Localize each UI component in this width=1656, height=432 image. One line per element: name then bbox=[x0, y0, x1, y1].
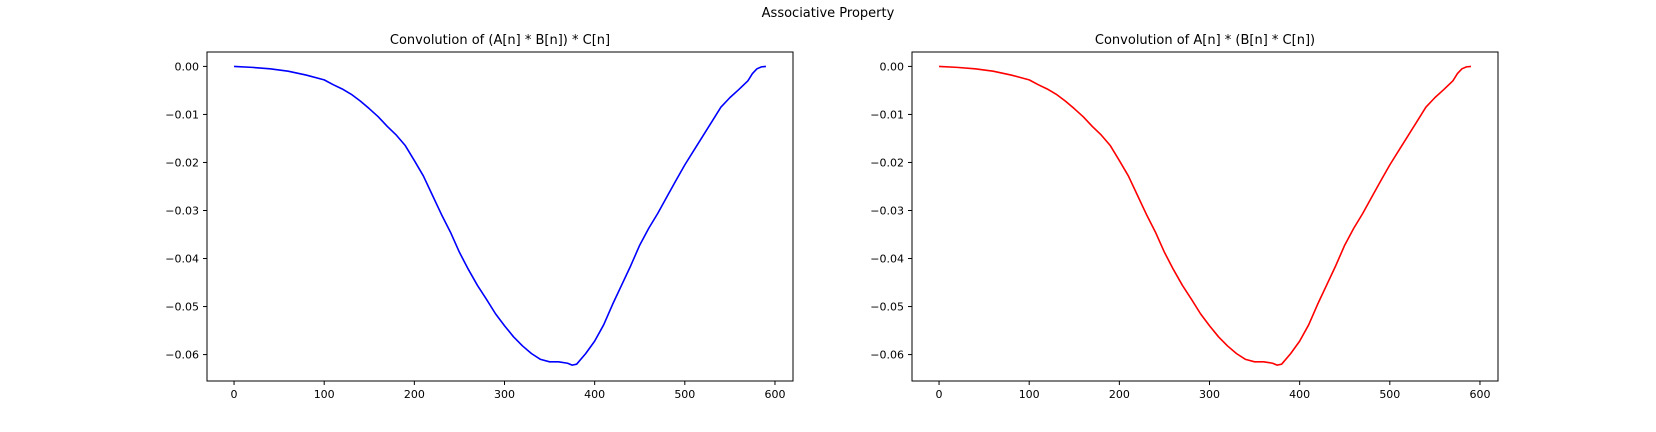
axes-frame bbox=[911, 51, 1499, 382]
series-line bbox=[939, 65, 1472, 366]
figure-suptitle: Associative Property bbox=[761, 6, 895, 21]
x-tick-label: 600 bbox=[764, 388, 785, 401]
y-tick-label: −0.03 bbox=[870, 204, 904, 217]
series-line bbox=[234, 65, 767, 366]
x-tick-label: 300 bbox=[494, 388, 515, 401]
x-tick-label: 400 bbox=[1289, 388, 1310, 401]
y-tick-label: −0.04 bbox=[165, 253, 199, 266]
y-tick-label: −0.04 bbox=[870, 253, 904, 266]
chart-title: Convolution of A[n] * (B[n] * C[n]) bbox=[1095, 33, 1315, 48]
y-tick-label: −0.02 bbox=[870, 156, 904, 169]
y-tick-label: −0.03 bbox=[165, 204, 199, 217]
x-tick-label: 100 bbox=[314, 388, 335, 401]
y-tick-label: −0.01 bbox=[870, 108, 904, 121]
y-tick-label: −0.05 bbox=[165, 301, 199, 314]
x-tick-label: 200 bbox=[1109, 388, 1130, 401]
y-tick-label: −0.06 bbox=[870, 349, 904, 362]
chart-left: Convolution of (A[n] * B[n]) * C[n] 0 100 2… bbox=[165, 33, 794, 401]
chart-right: Convolution of A[n] * (B[n] * C[n]) 0 100 2… bbox=[870, 33, 1499, 401]
x-tick-label: 300 bbox=[1199, 388, 1220, 401]
axes-frame bbox=[206, 51, 794, 382]
x-tick-label: 400 bbox=[584, 388, 605, 401]
y-tick-label: −0.01 bbox=[165, 108, 199, 121]
x-tick-label: 500 bbox=[1379, 388, 1400, 401]
x-tick-label: 600 bbox=[1469, 388, 1490, 401]
y-tick-label: 0.00 bbox=[880, 60, 905, 73]
y-tick-label: −0.05 bbox=[870, 301, 904, 314]
x-tick-label: 500 bbox=[674, 388, 695, 401]
y-tick-label: 0.00 bbox=[175, 60, 200, 73]
x-tick-label: 0 bbox=[231, 388, 238, 401]
y-tick-label: −0.02 bbox=[165, 156, 199, 169]
chart-title: Convolution of (A[n] * B[n]) * C[n] bbox=[390, 33, 610, 48]
x-tick-label: 200 bbox=[404, 388, 425, 401]
x-tick-label: 0 bbox=[936, 388, 943, 401]
x-tick-label: 100 bbox=[1019, 388, 1040, 401]
y-tick-label: −0.06 bbox=[165, 349, 199, 362]
